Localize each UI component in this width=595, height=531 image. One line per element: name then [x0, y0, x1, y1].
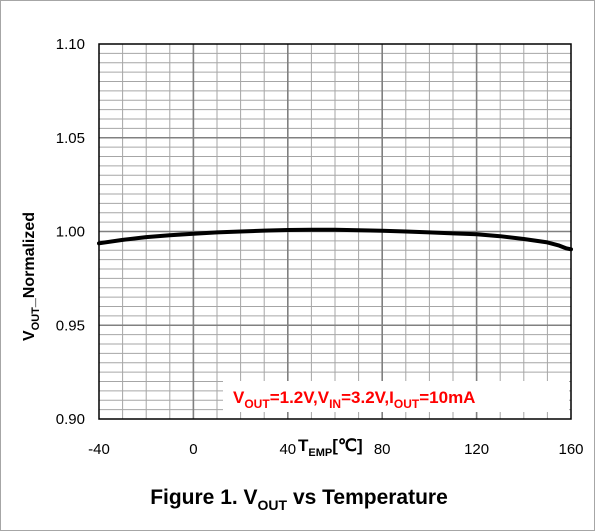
- conditions-annotation: VOUT=1.2V,VIN=3.2V,IOUT=10mA: [223, 381, 569, 412]
- x-tick-label: 120: [464, 441, 489, 458]
- y-axis-ticks: 1.10 1.05 1.00 0.95 0.90: [56, 36, 85, 428]
- x-tick-label: 160: [558, 441, 583, 458]
- conditions-label: VOUT=1.2V,VIN=3.2V,IOUT=10mA: [233, 388, 475, 411]
- x-tick-label: 40: [279, 441, 296, 458]
- y-tick-label: 1.05: [56, 130, 85, 147]
- plot-border: [98, 43, 572, 420]
- y-tick-label: 0.95: [56, 317, 85, 334]
- x-tick-label: -40: [88, 441, 110, 458]
- figure-caption: Figure 1. VOUT vs Temperature: [150, 486, 448, 513]
- y-tick-label: 0.90: [56, 411, 85, 428]
- series-line: [97, 227, 573, 252]
- y-axis-title: VOUT_Normalized: [21, 212, 42, 341]
- major-gridlines: [99, 44, 571, 419]
- x-axis-title: TEMP[℃]: [298, 436, 363, 459]
- x-tick-label: 0: [189, 441, 197, 458]
- x-axis-ticks: -40 0 40 80 120 160: [88, 441, 583, 458]
- y-tick-label: 1.00: [56, 224, 85, 241]
- y-tick-label: 1.10: [56, 36, 85, 53]
- x-tick-label: 80: [374, 441, 391, 458]
